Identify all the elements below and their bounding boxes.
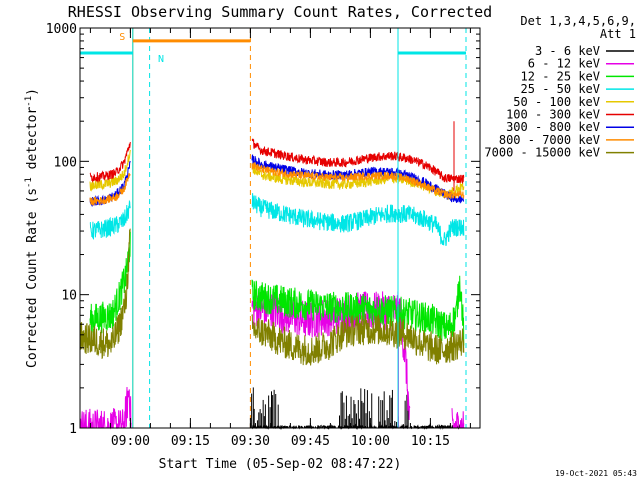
series-line-800-7000-kev: [89, 173, 131, 207]
series-7000-15000-kev: [79, 228, 465, 366]
y-tick-label-100: 100: [54, 155, 77, 170]
series-line-25-50-kev: [251, 193, 465, 246]
timestamp: 19-Oct-2021 05:43: [555, 469, 637, 478]
x-tick-label-0915: 09:15: [171, 434, 210, 449]
legend-label-25-50-kev: 25 - 50 keV: [521, 82, 600, 96]
legend-label-12-25-kev: 12 - 25 keV: [521, 69, 600, 83]
series-3-6-kev: [251, 387, 465, 430]
chart-title: RHESSI Observing Summary Count Rates, Co…: [68, 3, 492, 21]
y-tick-label-10: 10: [61, 289, 77, 304]
x-tick-label-1000: 10:00: [351, 434, 390, 449]
series-line-6-12-kev: [451, 408, 465, 429]
legend-label-800-7000-kev: 800 - 7000 keV: [499, 133, 600, 147]
x-tick-label-0900: 09:00: [111, 434, 150, 449]
legend-label-50-100-kev: 50 - 100 keV: [513, 95, 600, 109]
legend-header-line-1: Det 1,3,4,5,6,9,: [520, 14, 636, 28]
y-axis-label: Corrected Count Rate (s-1 detector-1): [24, 88, 40, 368]
flag-label-s: S: [119, 32, 125, 43]
legend-label-100-300-kev: 100 - 300 keV: [506, 108, 600, 122]
series-line-25-50-kev: [89, 199, 131, 240]
series-100-300-kev: [89, 121, 465, 191]
x-tick-label-0945: 09:45: [291, 434, 330, 449]
legend-label-3-6-kev: 3 - 6 keV: [535, 44, 600, 58]
x-axis-label: Start Time (05-Sep-02 08:47:22): [159, 457, 402, 472]
series-line-6-12-kev: [79, 386, 132, 430]
y-axis-label-end: ): [25, 88, 40, 96]
y-axis-label-sup2: -1: [24, 96, 34, 107]
legend-label-300-800-kev: 300 - 800 keV: [506, 120, 600, 134]
y-tick-label-1: 1: [69, 422, 77, 437]
series-line-100-300-kev: [251, 138, 465, 184]
flag-label-n: N: [158, 54, 164, 65]
y-axis-label-sup1: -1: [24, 177, 34, 188]
series-line-7000-15000-kev: [251, 313, 465, 366]
plot-area: SN: [79, 28, 467, 430]
series-line-7000-15000-kev: [79, 228, 131, 360]
legend-label-7000-15000-kev: 7000 - 15000 keV: [484, 146, 600, 160]
x-axis: 09:00 09:15 09:30 09:45 10:00 10:15: [89, 28, 471, 449]
x-tick-label-1015: 10:15: [411, 434, 450, 449]
series-line-12-25-kev: [89, 231, 131, 336]
series-25-50-kev: [89, 193, 465, 246]
series-line-6-12-kev: [251, 291, 411, 421]
series-line-300-800-kev: [251, 154, 465, 204]
series-line-800-7000-kev: [251, 162, 465, 199]
legend-header-line-2: Att 1: [600, 27, 636, 41]
series-800-7000-kev: [89, 162, 465, 207]
y-axis-label-mid: detector: [25, 107, 40, 178]
x-tick-label-0930: 09:30: [231, 434, 270, 449]
y-axis-label-main: Corrected Count Rate (s: [25, 188, 40, 368]
legend-label-6-12-kev: 6 - 12 keV: [528, 57, 600, 71]
y-tick-label-1000: 1000: [46, 22, 77, 37]
series-line-100-300-kev: [89, 141, 131, 184]
series-line-50-100-kev: [89, 149, 131, 192]
y-axis: 1 10 100 1000: [46, 22, 480, 437]
plot-frame: [79, 27, 481, 429]
